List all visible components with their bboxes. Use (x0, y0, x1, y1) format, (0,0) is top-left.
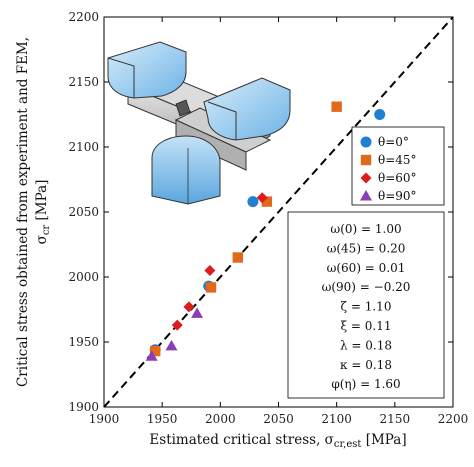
upper-left-roller (107, 41, 187, 99)
legend-marker-square (360, 154, 372, 166)
legend-label: θ=60° (378, 171, 417, 185)
test-fixture-illustration (107, 41, 291, 205)
parameter-value: ω(60) = 0.01 (327, 261, 406, 275)
legend-label: θ=45° (378, 153, 417, 167)
y-tick-label: 2100 (68, 140, 99, 154)
y-tick-label: 2150 (68, 75, 99, 89)
data-point-triangle (165, 339, 178, 351)
data-point-square (232, 252, 243, 263)
x-tick-label: 2000 (205, 412, 236, 426)
y-tick-label: 1950 (68, 335, 99, 349)
y-tick-label: 2200 (68, 10, 99, 24)
x-tick-label: 1900 (89, 412, 120, 426)
lower-support-roller (151, 135, 221, 205)
data-point-triangle (191, 307, 204, 318)
y-tick-label: 2050 (68, 205, 99, 219)
x-tick-label: 2150 (380, 412, 411, 426)
data-point-circle (247, 196, 259, 208)
legend-marker-circle (360, 136, 372, 148)
data-point-square (261, 196, 273, 207)
parameter-value: ω(0) = 1.00 (330, 222, 401, 236)
parameter-value: ξ = 0.11 (340, 319, 391, 333)
x-tick-label: 2200 (438, 412, 469, 426)
data-point-diamond (204, 265, 216, 276)
parameter-value: λ = 0.18 (340, 338, 392, 352)
parameter-box-frame (287, 211, 445, 399)
legend-label: θ=90° (378, 189, 417, 203)
data-point-diamond (171, 319, 183, 331)
upper-left-roller-edge (107, 57, 135, 98)
data-point-square (205, 282, 217, 293)
data-point-triangle (145, 350, 158, 361)
data-point-diamond (183, 301, 195, 313)
data-point-diamond (256, 192, 268, 204)
y-axis-ticks: 1900 1950 2000 2050 2100 2150 2200 (68, 10, 453, 414)
parameter-value: φ(η) = 1.60 (331, 377, 400, 391)
data-markers (145, 101, 386, 361)
data-point-square (149, 345, 161, 357)
x-tick-label: 1950 (147, 412, 178, 426)
parameter-value: ω(90) = −0.20 (322, 280, 411, 294)
y-axis-title-line1: Critical stress obtained from experiment… (15, 37, 31, 387)
data-point-square (331, 101, 342, 112)
parameter-value: ζ = 1.10 (341, 300, 392, 314)
parameter-value: ω(45) = 0.20 (327, 241, 406, 255)
legend-label: θ=0° (378, 135, 409, 149)
specimen-notch (175, 99, 191, 117)
y-axis-title-line2: σcr [MPa] (34, 180, 52, 245)
parameter-value: κ = 0.18 (340, 358, 392, 372)
upper-right-roller (203, 77, 291, 141)
reference-line-y-equals-x (103, 16, 454, 408)
x-tick-label: 2050 (263, 412, 294, 426)
x-axis-title: Estimated critical stress, σcr,est [MPa] (149, 432, 406, 450)
x-axis-ticks: 1900 1950 2000 2050 2100 2150 2200 (89, 17, 469, 426)
parameter-box: ω(0) = 1.00 ω(45) = 0.20 ω(60) = 0.01 ω(90)… (287, 211, 445, 399)
data-point-circle (374, 109, 386, 120)
legend-marker-triangle (360, 190, 372, 201)
y-tick-label: 1900 (68, 400, 99, 414)
x-tick-label: 2100 (321, 412, 352, 426)
y-tick-label: 2000 (68, 270, 99, 284)
upper-right-roller-edge (207, 101, 237, 140)
legend-marker-diamond (360, 172, 372, 184)
legend: θ=0° θ=45° θ=60° θ=90° (351, 126, 445, 206)
